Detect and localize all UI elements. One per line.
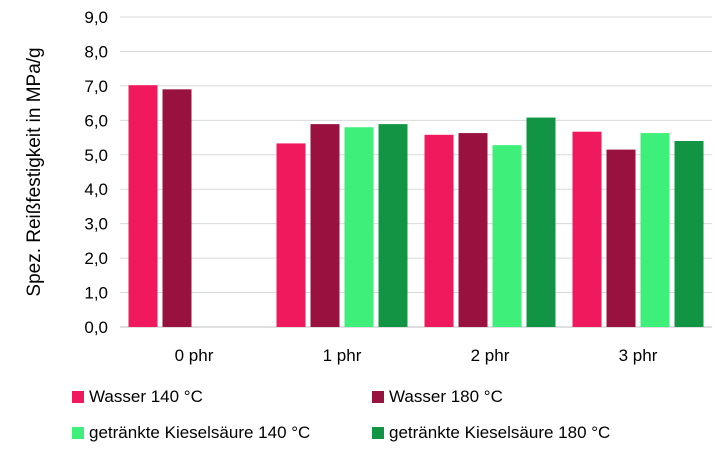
- bar: [526, 117, 556, 327]
- y-axis-title: Spez. Reißfestigkeit in MPa/g: [24, 47, 45, 296]
- legend: Wasser 140 °C Wasser 180 °C getränkte Kies…: [72, 387, 610, 442]
- bar: [458, 133, 488, 327]
- bar: [606, 149, 636, 327]
- bar: [492, 145, 522, 327]
- bar: [378, 124, 408, 327]
- legend-label: Wasser 140 °C: [89, 387, 203, 406]
- bar: [572, 131, 602, 327]
- y-tick-label: 0,0: [84, 318, 108, 337]
- bar: [310, 124, 340, 327]
- y-tick-label: 4,0: [84, 180, 108, 199]
- legend-label: getränkte Kieselsäure 140 °C: [89, 423, 310, 442]
- legend-swatch: [72, 427, 84, 439]
- grid-lines: [120, 16, 712, 294]
- legend-swatch: [372, 391, 384, 403]
- legend-swatch: [372, 427, 384, 439]
- y-tick-label: 2,0: [84, 249, 108, 268]
- x-axis-ticks: 0 phr 1 phr 2 phr 3 phr: [175, 346, 658, 365]
- y-axis-ticks: 0,0 1,0 2,0 3,0 4,0 5,0 6,0 7,0 8,0 9,0: [84, 8, 108, 337]
- legend-swatch: [72, 391, 84, 403]
- bar: [276, 143, 306, 327]
- bar: [424, 134, 454, 327]
- bars: [128, 85, 704, 327]
- bar: [128, 85, 158, 327]
- bar: [344, 127, 374, 327]
- bar: [674, 141, 704, 327]
- y-tick-label: 1,0: [84, 284, 108, 303]
- y-tick-label: 7,0: [84, 77, 108, 96]
- bar: [640, 133, 670, 327]
- x-tick-label: 2 phr: [471, 346, 510, 365]
- bar: [162, 89, 192, 327]
- y-tick-label: 9,0: [84, 8, 108, 27]
- y-tick-label: 5,0: [84, 146, 108, 165]
- x-tick-label: 0 phr: [175, 346, 214, 365]
- x-tick-label: 3 phr: [619, 346, 658, 365]
- legend-label: getränkte Kieselsäure 180 °C: [389, 423, 610, 442]
- x-tick-label: 1 phr: [323, 346, 362, 365]
- y-tick-label: 3,0: [84, 215, 108, 234]
- y-tick-label: 8,0: [84, 42, 108, 61]
- y-tick-label: 6,0: [84, 111, 108, 130]
- legend-label: Wasser 180 °C: [389, 387, 503, 406]
